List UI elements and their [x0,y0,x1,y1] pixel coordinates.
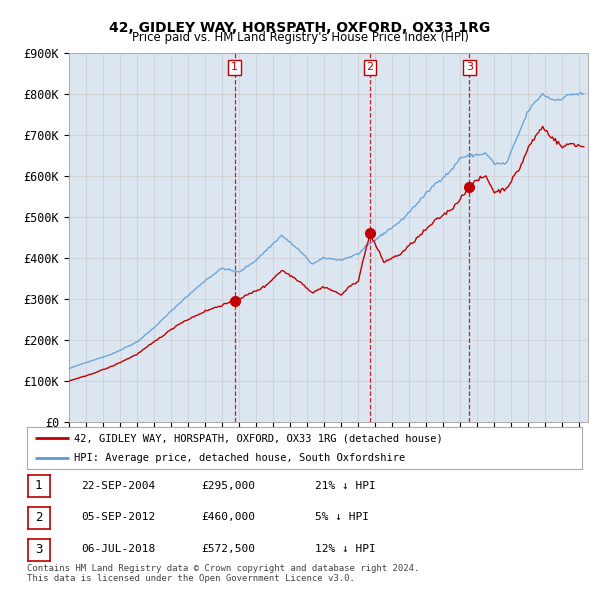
Text: 1: 1 [35,479,43,493]
Text: 2: 2 [366,63,373,73]
Text: Price paid vs. HM Land Registry's House Price Index (HPI): Price paid vs. HM Land Registry's House … [131,31,469,44]
Text: £572,500: £572,500 [201,545,255,554]
Text: 5% ↓ HPI: 5% ↓ HPI [315,513,369,522]
Text: £460,000: £460,000 [201,513,255,522]
Text: 21% ↓ HPI: 21% ↓ HPI [315,481,376,490]
Text: 42, GIDLEY WAY, HORSPATH, OXFORD, OX33 1RG (detached house): 42, GIDLEY WAY, HORSPATH, OXFORD, OX33 1… [74,433,443,443]
Text: 3: 3 [35,543,43,556]
Text: HPI: Average price, detached house, South Oxfordshire: HPI: Average price, detached house, Sout… [74,453,406,463]
Text: 3: 3 [466,63,473,73]
Text: 1: 1 [231,63,238,73]
Text: 22-SEP-2004: 22-SEP-2004 [81,481,155,490]
Text: 05-SEP-2012: 05-SEP-2012 [81,513,155,522]
Text: Contains HM Land Registry data © Crown copyright and database right 2024.
This d: Contains HM Land Registry data © Crown c… [27,563,419,583]
Text: 2: 2 [35,511,43,525]
Text: 42, GIDLEY WAY, HORSPATH, OXFORD, OX33 1RG: 42, GIDLEY WAY, HORSPATH, OXFORD, OX33 1… [109,21,491,35]
Text: 12% ↓ HPI: 12% ↓ HPI [315,545,376,554]
Text: 06-JUL-2018: 06-JUL-2018 [81,545,155,554]
Text: £295,000: £295,000 [201,481,255,490]
